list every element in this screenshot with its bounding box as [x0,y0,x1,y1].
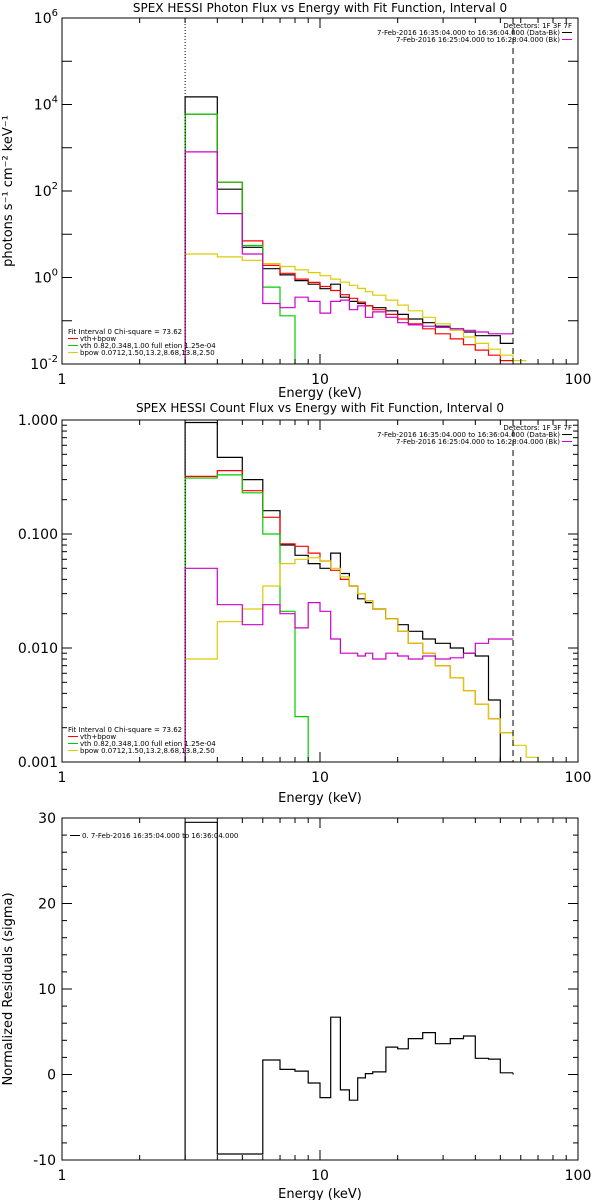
legend-entry: 7-Feb-2016 16:25:04.000 to 16:28:04.000 … [396,438,560,446]
series-total [184,421,513,762]
y-tick-label: -10 [33,1153,56,1169]
legend-entry: vth 0.82,0.348,1.00 full etion 1.25e-04 [80,342,216,350]
series-total [184,96,513,364]
x-tick-label: 100 [565,372,592,388]
series-vth [184,474,320,762]
legend-header: Detectors: 1F 3F 7F [503,22,572,30]
legend-entry: vth+bpow [80,335,116,343]
y-tick-label: 0.010 [18,641,58,657]
y-tick-label: 0.100 [18,527,58,543]
y-tick-label: 102 [34,181,58,200]
series-bpow [184,253,527,364]
x-axis-label: Energy (keV) [278,386,362,401]
plot-area [184,821,514,1160]
legend-entry: bpow 0.0712,1.50,13.2,8.68,13.8,2.50 [80,349,215,357]
x-tick-label: 1 [58,1168,67,1184]
chart-title: SPEX HESSI Count Flux vs Energy with Fit… [136,401,504,415]
y-tick-label: 10 [38,982,56,998]
series-background [184,567,513,762]
series-fit-sum [184,470,513,762]
y-tick-label: 0 [47,1068,56,1084]
x-tick-label: 100 [565,1168,592,1184]
legend-entry: vth+bpow [80,733,116,741]
legend-header: Fit Interval 0 Chi-square = 73.62 [68,328,182,336]
x-tick-label: 10 [311,770,329,786]
count-flux-panel: SPEX HESSI Count Flux vs Energy with Fit… [18,401,591,806]
series-residuals [184,821,513,1160]
y-tick-label: 104 [34,95,58,114]
legend-header: Detectors: 1F 3F 7F [503,424,572,432]
residuals-panel: 1 10 100 -10 0 10 20 30 Energy (keV) Normalized R… [1,811,591,1200]
series-vth [184,113,309,364]
series-fit-sum [184,113,513,364]
legend-entry: 0. 7-Feb-2016 16:35:04.000 to 16:36:04.0… [82,832,238,840]
series-background [184,151,513,364]
legend-entry: vth 0.82,0.348,1.00 full etion 1.25e-04 [80,740,216,748]
chart-title: SPEX HESSI Photon Flux vs Energy with Fi… [133,1,507,15]
axes-frame [61,817,579,1161]
x-axis-label: Energy (keV) [278,791,362,806]
y-tick-label: 100 [34,268,58,287]
y-axis-label: photons s⁻¹ cm⁻² keV⁻¹ [1,115,16,267]
y-tick-label: 0.001 [18,755,58,771]
series-bpow [184,557,553,762]
x-tick-label: 1 [58,372,67,388]
photon-flux-panel: SPEX HESSI Photon Flux vs Energy with Fi… [1,1,591,401]
x-axis-label: Energy (keV) [278,1187,362,1200]
x-tick-label: 10 [311,372,329,388]
plot-area [184,96,527,364]
y-tick-label: 30 [38,811,56,827]
x-tick-label: 100 [565,770,592,786]
y-tick-label: 106 [34,8,58,27]
legend-entry: 7-Feb-2016 16:35:04.000 to 16:36:04.000 … [377,29,560,37]
legend-entry: 7-Feb-2016 16:25:04.000 to 16:28:04.000 … [396,36,560,44]
x-tick-label: 1 [58,770,67,786]
y-tick-label: 10-2 [30,354,58,373]
legend-header: Fit Interval 0 Chi-square = 73.62 [68,726,182,734]
legend-entry: bpow 0.0712,1.50,13.2,8.68,13.8,2.50 [80,747,215,755]
y-tick-label: 20 [38,897,56,913]
y-axis-label: Normalized Residuals (sigma) [1,892,16,1085]
legend-entry: 7-Feb-2016 16:35:04.000 to 16:36:04.000 … [377,431,560,439]
x-tick-label: 10 [311,1168,329,1184]
plot-area [184,421,553,762]
y-tick-label: 1.000 [18,413,58,429]
